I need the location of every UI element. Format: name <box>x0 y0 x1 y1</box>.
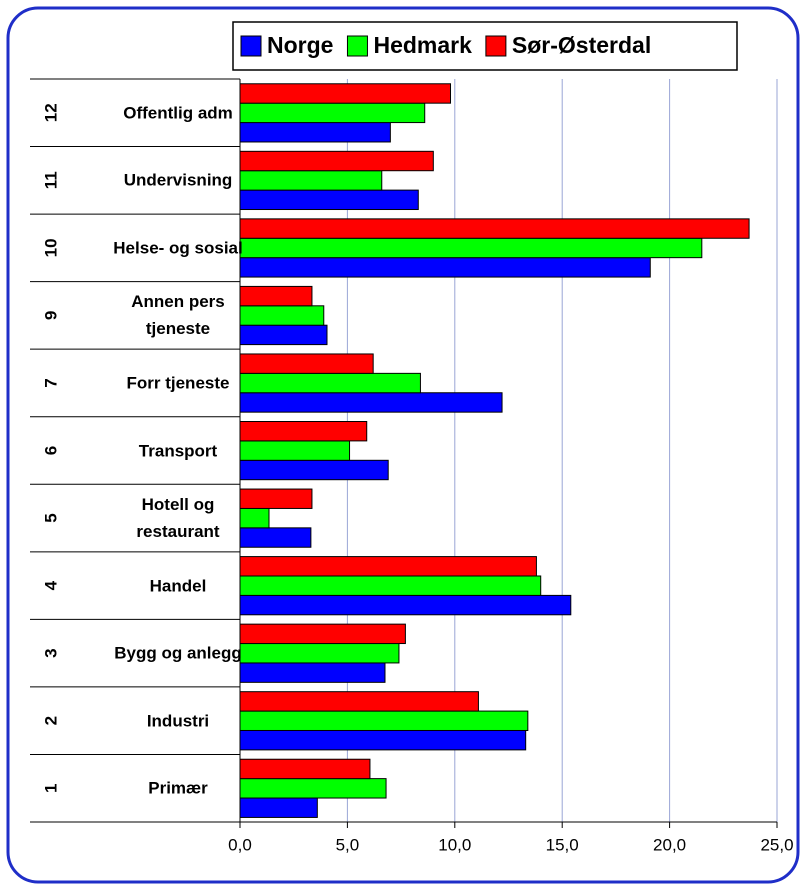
legend-swatch <box>485 35 507 57</box>
bar <box>239 643 400 664</box>
category-code: 11 <box>41 171 60 189</box>
category-code: 7 <box>41 378 60 387</box>
category-label: Annen pers tjeneste <box>131 292 225 339</box>
bar <box>239 459 389 481</box>
bar <box>239 83 452 104</box>
bar <box>239 237 703 259</box>
category-label: Primær <box>148 778 208 798</box>
bar <box>239 623 406 645</box>
category-code: 5 <box>41 513 60 522</box>
bar <box>239 218 750 239</box>
bar <box>239 778 387 799</box>
category-label: Offentlig adm <box>123 103 233 123</box>
category-label: Hotell og restaurant <box>136 495 220 542</box>
legend-label: Sør-Østerdal <box>512 32 651 58</box>
bar <box>239 189 419 211</box>
category-code: 12 <box>41 103 60 122</box>
x-tick-label: 10,0 <box>438 835 471 854</box>
bar <box>239 372 421 394</box>
category-label: Industri <box>146 711 210 731</box>
category-label: Transport <box>138 441 218 460</box>
x-tick-label: 15,0 <box>546 835 579 854</box>
legend-label: Norge <box>267 32 333 58</box>
category-code: 6 <box>41 446 60 455</box>
bar <box>239 353 374 374</box>
legend-swatch <box>240 35 262 57</box>
bar <box>239 421 368 442</box>
bar <box>239 729 527 751</box>
bar <box>239 170 383 191</box>
bar <box>239 556 537 577</box>
category-code: 10 <box>41 238 60 257</box>
legend-box <box>232 21 738 71</box>
legend-label: Hedmark <box>373 32 472 58</box>
bar <box>239 758 371 780</box>
bar <box>239 662 386 683</box>
legend-swatch <box>346 35 368 57</box>
category-code: 1 <box>41 783 60 792</box>
category-code: 9 <box>41 311 60 320</box>
x-tick-label: 20,0 <box>653 835 686 854</box>
bar <box>239 150 434 172</box>
bar <box>239 324 328 346</box>
bar <box>239 575 542 596</box>
bar <box>239 691 479 712</box>
bar <box>239 257 651 278</box>
bar <box>239 392 503 413</box>
x-tick-label: 0,0 <box>228 835 252 854</box>
category-label: Handel <box>149 576 207 596</box>
category-label: Undervisning <box>123 170 233 190</box>
category-code: 4 <box>41 580 60 590</box>
category-label: Helse- og sosial <box>113 238 243 258</box>
category-label: Forr tjeneste <box>126 373 230 393</box>
bar <box>239 594 572 616</box>
bar <box>239 102 426 124</box>
category-code: 3 <box>41 648 60 657</box>
bar <box>239 440 351 461</box>
category-label: Bygg og anlegg <box>114 643 242 663</box>
x-tick-label: 25,0 <box>760 835 793 854</box>
bar <box>239 122 391 143</box>
category-code: 2 <box>41 716 60 725</box>
bar <box>239 710 529 731</box>
x-tick-label: 5,0 <box>336 835 360 854</box>
